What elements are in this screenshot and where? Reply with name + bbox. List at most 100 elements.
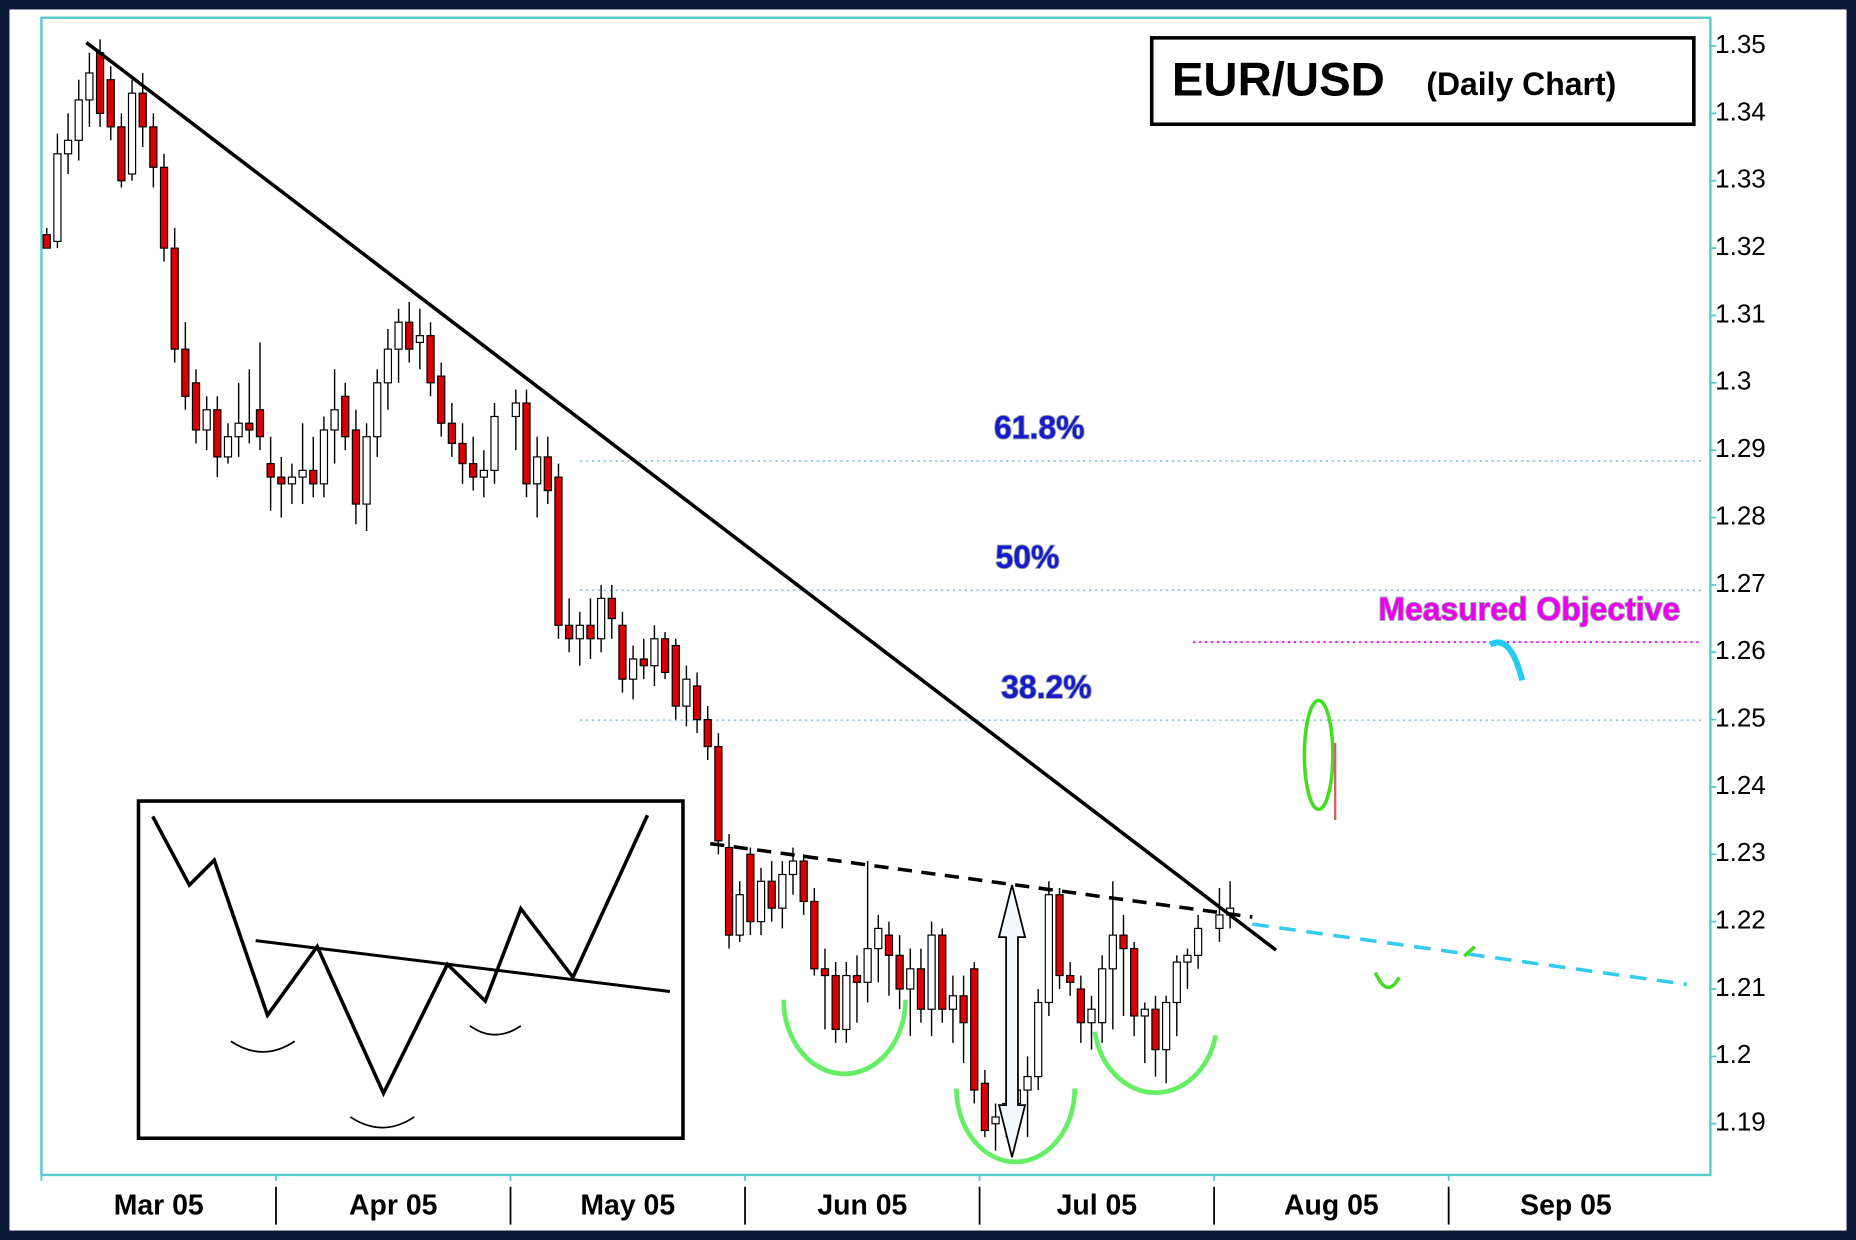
right-shoulder-arc [1092,1031,1218,1096]
candle-body [959,995,968,1024]
level-label: 50% [995,539,1059,575]
candle-body [149,126,158,168]
candle-body [724,846,734,936]
candle-body [596,597,606,640]
candle-body [479,469,488,478]
candle-body [543,456,552,492]
candle-body [63,139,73,155]
candle-body [533,456,542,485]
candle-body [362,436,371,505]
hook-marker [1463,945,1477,958]
candle-body [95,52,105,114]
candle-body [863,948,872,983]
chart-title: EUR/USD [1172,53,1385,106]
candle-body [906,968,915,990]
candle-body [127,92,137,175]
candle-body [106,79,115,128]
y-tick-label: 1.23 [1715,837,1766,867]
candle-body [341,395,350,438]
candle-body [586,624,595,640]
x-tick-label: Apr 05 [349,1189,437,1221]
candle-body [1193,927,1203,956]
candle-body [628,658,638,680]
candle-body [650,638,659,667]
x-tick-label: Jul 05 [1057,1189,1138,1221]
candle-body [74,99,83,141]
inset-neckline [255,939,671,993]
candle-body [159,166,169,249]
candle-body [692,685,702,721]
candle-body [970,968,979,1091]
candle-body [202,409,211,431]
candle-body [277,476,286,485]
left-shoulder-arc [781,999,908,1077]
candle-body [820,968,830,977]
neckline [709,841,1253,919]
candle-body [746,853,755,923]
candle-body [1087,1008,1096,1024]
candle-body [1119,934,1128,950]
candle-body [852,974,862,983]
candle-body [564,624,574,640]
hook-marker [1373,971,1401,990]
candle-body [351,429,361,505]
candle-body [53,153,62,242]
candle-body [415,335,425,343]
projected-neckline [1252,922,1687,987]
candle-body [874,927,883,950]
candle-body [511,402,520,418]
candle-body [810,900,819,970]
candle-body [831,974,840,1031]
candle-body [447,422,457,445]
candle-body [660,638,670,674]
candle-body [394,321,403,350]
candle-body [234,422,243,438]
y-tick-label: 1.22 [1715,905,1766,935]
candle-body [181,348,190,397]
arc-marker [1488,639,1526,682]
chart-subtitle: (Daily Chart) [1426,66,1616,102]
candle-body [1098,968,1107,1024]
candle-body [117,126,126,182]
y-tick-label: 1.29 [1715,433,1766,463]
y-tick-label: 1.31 [1715,298,1766,328]
candle-body [618,624,627,680]
y-tick-label: 1.2 [1715,1039,1751,1069]
candle-body [895,954,904,990]
candle-body [1023,1075,1032,1091]
candle-body [1044,894,1054,1004]
candle-body [213,409,222,458]
candle-body [287,476,297,485]
candle-body [1076,988,1085,1024]
y-tick-label: 1.35 [1715,29,1766,59]
candle-body [1151,1008,1160,1051]
candle-body [255,409,265,438]
inset-arc [469,1025,522,1036]
candle-body [671,644,680,707]
candle-body [991,1116,1000,1125]
candle-body [330,409,339,431]
candle-body [639,658,648,667]
candle-body [767,880,776,909]
candle-body [756,880,766,923]
y-tick-label: 1.3 [1715,366,1751,396]
candle-body [927,934,936,1010]
y-tick-label: 1.26 [1715,635,1766,665]
inset-box [136,799,685,1141]
candle-body [191,382,201,431]
candle-body [980,1082,990,1132]
measure-arrow [997,884,1027,1158]
x-tick-label: Jun 05 [817,1189,907,1221]
candle-body [223,436,233,458]
y-tick-label: 1.28 [1715,500,1766,530]
level-label: 61.8% [994,410,1085,446]
y-tick-label: 1.19 [1715,1107,1766,1137]
candle-body [1055,894,1064,977]
candle-body [469,463,478,478]
candle-body [319,429,329,485]
y-tick-label: 1.33 [1715,164,1766,194]
candle-body [916,968,926,1010]
candle-body [85,72,94,101]
candle-body [1108,934,1117,970]
